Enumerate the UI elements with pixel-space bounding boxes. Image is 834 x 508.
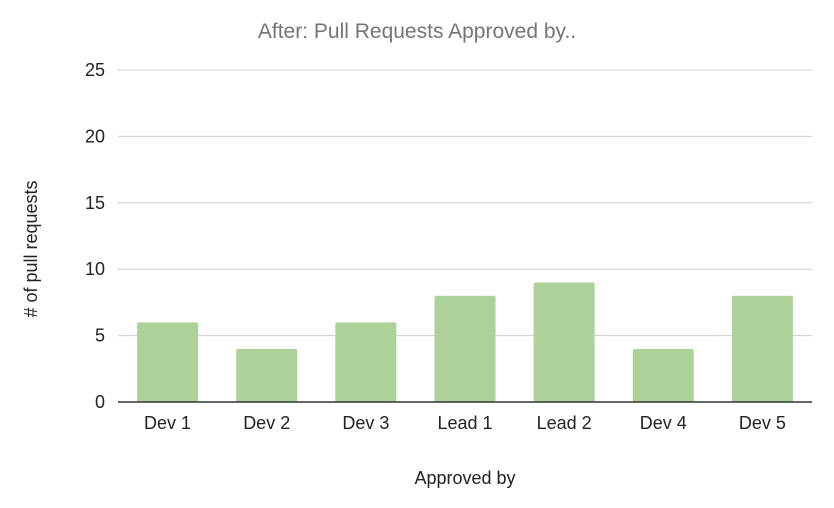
x-tick-label: Dev 3 <box>342 413 389 433</box>
x-tick-label: Lead 2 <box>537 413 592 433</box>
x-tick-label: Dev 5 <box>739 413 786 433</box>
y-axis-title: # of pull requests <box>21 180 41 317</box>
bar <box>533 282 595 402</box>
bar <box>236 348 298 402</box>
y-tick-labels: 0 5 10 15 20 25 <box>85 60 105 412</box>
bars <box>137 282 793 402</box>
y-tick-label: 25 <box>85 60 105 80</box>
y-tick-label: 20 <box>85 126 105 146</box>
y-tick-label: 0 <box>95 392 105 412</box>
x-axis-title: Approved by <box>414 468 515 488</box>
bar <box>434 295 496 402</box>
bar <box>731 295 793 402</box>
y-tick-label: 15 <box>85 193 105 213</box>
chart-title: After: Pull Requests Approved by.. <box>258 20 576 43</box>
bar <box>137 322 199 402</box>
y-tick-label: 5 <box>95 326 105 346</box>
bar <box>335 322 397 402</box>
x-tick-label: Dev 1 <box>144 413 191 433</box>
x-tick-label: Lead 1 <box>437 413 492 433</box>
x-tick-labels: Dev 1 Dev 2 Dev 3 Lead 1 Lead 2 Dev 4 Dev 5 <box>144 413 786 433</box>
gridlines <box>118 69 812 337</box>
x-tick-label: Dev 2 <box>243 413 290 433</box>
x-tick-label: Dev 4 <box>640 413 687 433</box>
y-tick-label: 10 <box>85 259 105 279</box>
bar <box>632 348 694 402</box>
